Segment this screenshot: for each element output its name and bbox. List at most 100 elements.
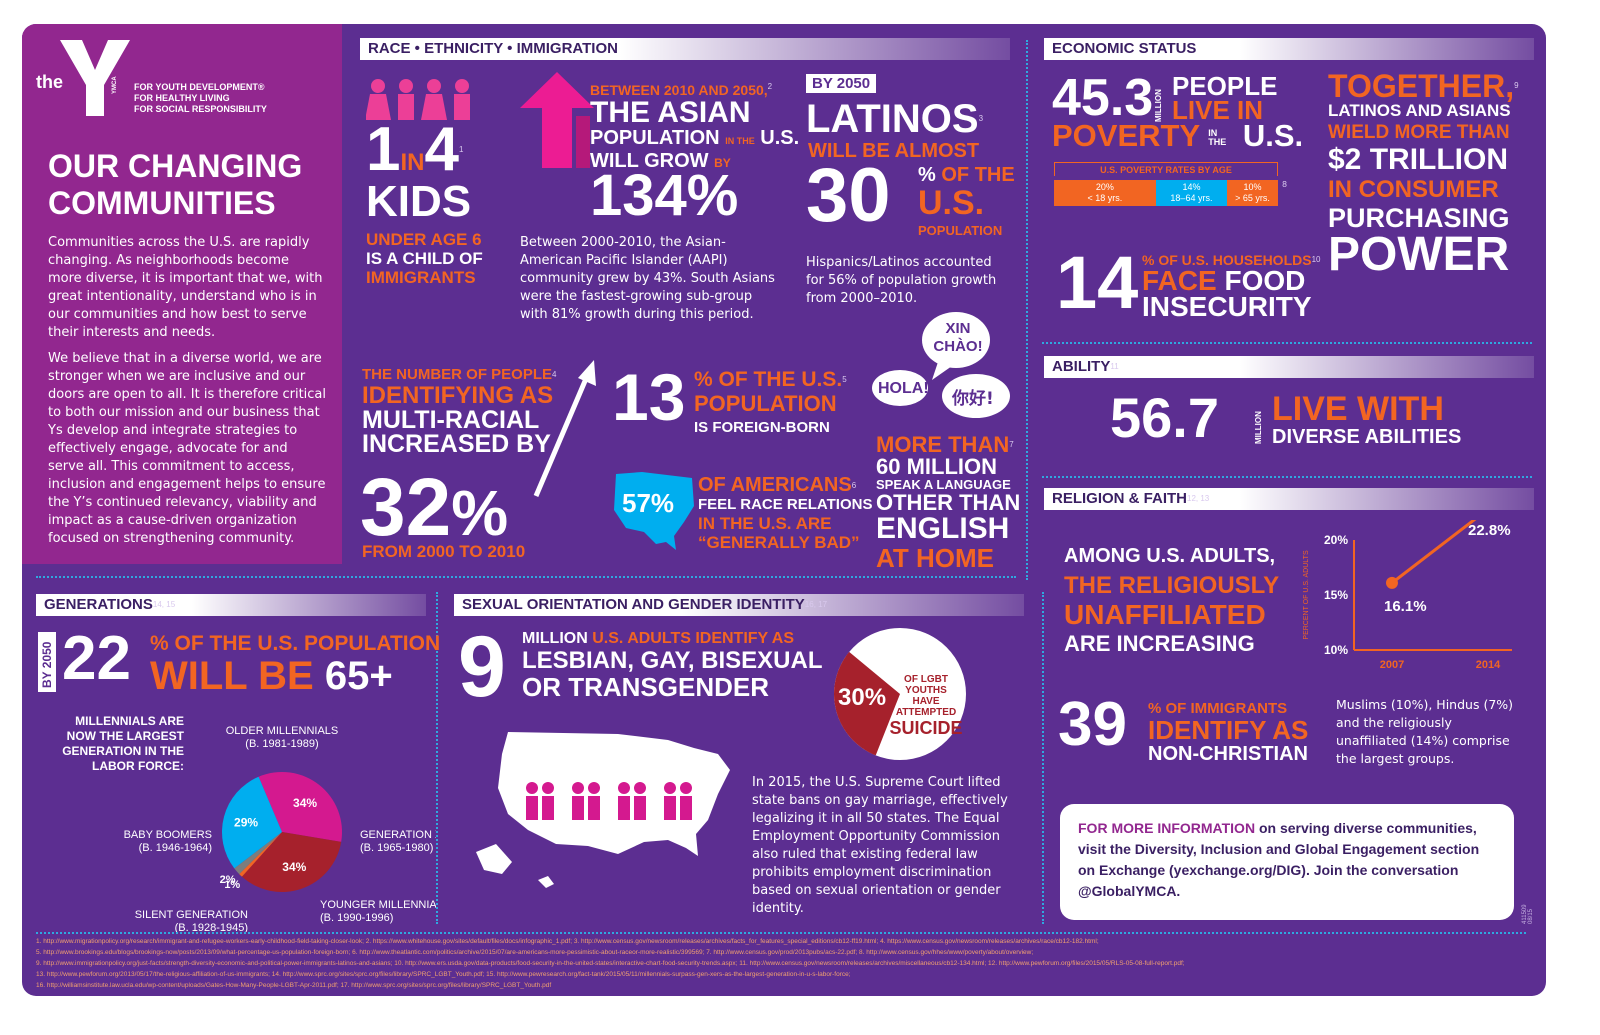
multiracial-text: THE NUMBER OF PEOPLE4 IDENTIFYING AS MUL… [362, 366, 557, 458]
lgbt-num: 9 [458, 619, 506, 715]
latinos-subhead: WILL BE ALMOST [808, 140, 980, 162]
poverty-rates-label: U.S. POVERTY RATES BY AGE [1054, 162, 1278, 176]
poverty-rate-segment: 10% > 65 yrs. [1227, 180, 1278, 206]
kids-caption: UNDER AGE 6 IS A CHILD OF IMMIGRANTS [366, 230, 483, 287]
immigrants-num: 39 [1058, 690, 1127, 759]
divider [1042, 342, 1532, 344]
lgbt-pie-text: OF LGBT YOUTHS HAVE ATTEMPTED SUICIDE [889, 674, 963, 738]
y-tick-label: 20% [1324, 533, 1348, 547]
intro-panel: the YMCA FOR YOUTH DEVELOPMENT® FOR HEAL… [22, 24, 342, 564]
pie-slice-label: 2% [220, 874, 236, 886]
sources-footnotes: 1. http://www.migrationpolicy.org/resear… [36, 938, 1185, 989]
pie-legend-name: BABY BOOMERS [124, 829, 212, 841]
data-label: 16.1% [1384, 598, 1427, 615]
pie-slice-label: 1% [224, 879, 240, 891]
poverty-rate-pct: 14% [1182, 182, 1201, 192]
kids-word: KIDS [366, 177, 472, 226]
tagline: FOR YOUTH DEVELOPMENT® FOR HEALTHY LIVIN… [134, 82, 267, 114]
pie-slice-label: 34% [293, 796, 317, 810]
ability-text: LIVE WITH DIVERSE ABILITIES [1272, 390, 1462, 448]
asian-subhead: POPULATION IN THE U.S. WILL GROW BY [590, 127, 800, 172]
logo-the: the [36, 72, 63, 92]
pie-legend-name: SILENT GENERATION [135, 909, 248, 921]
poverty-rate-segment: 20% < 18 yrs. [1054, 180, 1156, 206]
pie-slice-label: 29% [234, 815, 258, 829]
poverty-sup: 8 [1282, 180, 1288, 189]
divider [36, 576, 1016, 578]
divider [1042, 592, 1044, 924]
pie-legend-years: (B. 1981-1989) [245, 738, 318, 750]
infographic-frame: the YMCA FOR YOUTH DEVELOPMENT® FOR HEAL… [22, 24, 1546, 996]
bubble-xin-chao: XIN CHÀO! [933, 320, 983, 355]
relations-pct: 57% [622, 488, 675, 518]
poverty-in-us: POVERTY IN THE U.S. [1052, 118, 1304, 153]
lgbt-text: MILLION U.S. ADULTS IDENTIFY AS LESBIAN,… [522, 630, 823, 702]
pie-slice-label: 34% [282, 860, 306, 874]
ability-million: MILLION [1254, 411, 1263, 444]
us-map-blue-icon [614, 472, 694, 550]
latinos-body: Hispanics/Latinos accounted for 56% of p… [806, 255, 997, 306]
print-code: 411509 08/15 [1522, 904, 1534, 924]
intro-para-1: Communities across the U.S. are rapidly … [48, 235, 323, 340]
poverty-rate-age: 18–64 yrs. [1170, 193, 1213, 203]
asian-pct: 134% [590, 163, 739, 228]
us-map-couples-icon [476, 732, 730, 888]
x-tick-label: 2014 [1476, 659, 1501, 670]
poverty-rate-pct: 10% [1243, 182, 1262, 192]
ability-header: ABILITY11 [1044, 356, 1534, 378]
pie-slice [258, 772, 342, 842]
poverty-rate-age: > 65 yrs. [1235, 193, 1270, 203]
generations-text: % OF THE U.S. POPULATION WILL BE 65+ [150, 632, 441, 698]
latinos-headline: LATINOS3 [806, 97, 984, 141]
kids-ratio: 1IN41 [366, 115, 464, 184]
increase-arrow-icon [533, 360, 596, 497]
generations-header: GENERATIONS14, 15 [36, 594, 426, 616]
pie-legend-years: (B. 1965-1980) [360, 842, 433, 854]
ability-num: 56.7 [1110, 386, 1219, 449]
divider [36, 932, 1526, 934]
data-point [1386, 576, 1398, 589]
logo-small: YMCA [112, 76, 118, 94]
religion-groups-text: Muslims (10%), Hindus (7%) and the relig… [1336, 697, 1514, 766]
y-tick-label: 15% [1324, 588, 1348, 602]
pie-legend-name: YOUNGER MILLENNIALS [320, 899, 436, 911]
asian-body: Between 2000-2010, the Asian-American Pa… [520, 235, 775, 322]
pie-slice [241, 832, 342, 892]
millennials-intro: MILLENNIALS ARE NOW THE LARGEST GENERATI… [62, 714, 184, 773]
bubble-hola: HOLA! [878, 380, 929, 397]
by-2050-vertical-badge: BY 2050 [38, 632, 56, 692]
pie-legend-years: (B. 1946-1964) [139, 842, 212, 854]
relations-text: OF AMERICANS6 FEEL RACE RELATIONS IN THE… [698, 474, 873, 552]
more-info-text: on serving diverse communities, visit th… [1078, 820, 1480, 899]
more-info-lead: FOR MORE INFORMATION [1078, 820, 1256, 836]
sexual-header: SEXUAL ORIENTATION AND GENDER IDENTITY16… [454, 594, 1024, 616]
economic-header: ECONOMIC STATUS [1044, 38, 1534, 60]
divider [1026, 40, 1028, 580]
foreign-text: % OF THE U.S.5 POPULATION IS FOREIGN-BOR… [694, 368, 847, 436]
poverty-num: 45.3 [1052, 69, 1154, 127]
data-label: 22.8% [1468, 522, 1511, 539]
pie-slice [239, 832, 282, 877]
ymca-logo-icon [60, 40, 130, 116]
lgbt-pie-pct: 30% [838, 684, 887, 711]
food-text: % OF U.S. HOUSEHOLDS10 FACE FOOD INSECUR… [1142, 252, 1321, 322]
by-2050-badge: BY 2050 [806, 74, 877, 93]
language-text: MORE THAN7 60 MILLION SPEAK A LANGUAGE O… [876, 432, 1021, 573]
series-line [1391, 520, 1477, 585]
lgbt-suicide-pie [834, 628, 966, 760]
multiracial-period: FROM 2000 TO 2010 [362, 542, 526, 561]
divider [1042, 476, 1532, 478]
speech-bubbles-icon [872, 312, 1010, 418]
food-num: 14 [1056, 241, 1139, 324]
together-text: TOGETHER,9 LATINOS AND ASIANS WIELD MORE… [1328, 68, 1519, 281]
page-title: OUR CHANGING COMMUNITIES [48, 148, 303, 221]
kids-icon [366, 79, 470, 120]
pie-slice [834, 651, 900, 756]
foreign-num: 13 [612, 360, 686, 434]
pie-legend-name: GENERATION X [360, 829, 436, 841]
religion-text: AMONG U.S. ADULTS, THE RELIGIOUSLY UNAFF… [1064, 545, 1280, 656]
multiracial-num: 32% [360, 462, 509, 553]
x-tick-label: 2007 [1380, 659, 1404, 670]
asian-timespan: BETWEEN 2010 AND 2050,2 [590, 82, 773, 98]
poverty-rates-bar: 20% < 18 yrs. 14% 18–64 yrs. 10% > 65 yrs. [1054, 180, 1278, 206]
